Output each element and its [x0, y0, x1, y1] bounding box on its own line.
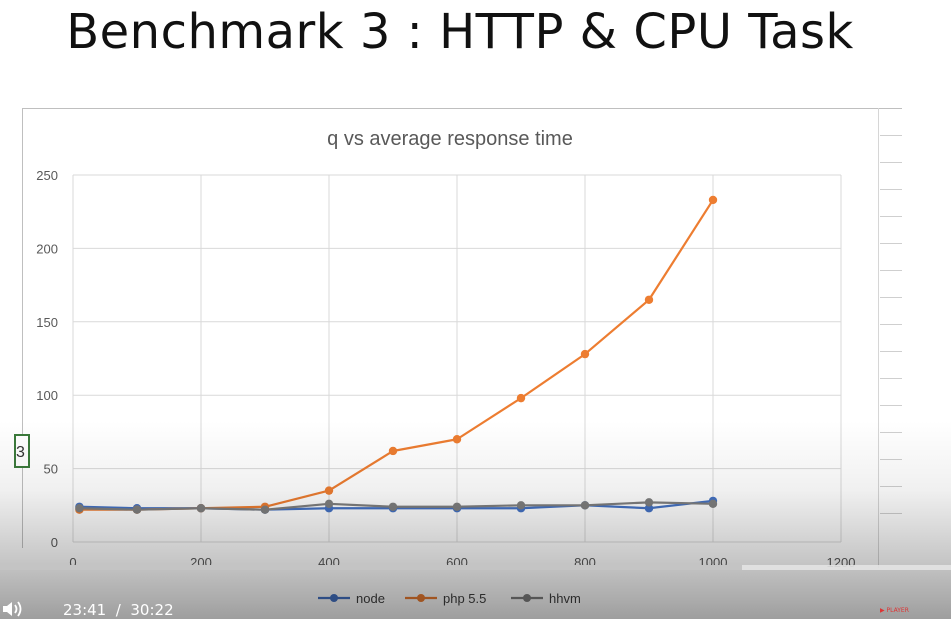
series-layer [75, 195, 718, 514]
data-point [708, 499, 718, 509]
progress-bar[interactable] [0, 565, 951, 570]
data-point [324, 486, 334, 495]
chart-title: q vs average response time [327, 128, 573, 150]
time-display: 23:41 / 30:22 [63, 601, 174, 619]
x-tick-label: 0 [69, 555, 76, 570]
legend-marker [330, 594, 338, 602]
time-separator: / [115, 601, 121, 619]
data-point [644, 498, 654, 507]
sheet-border-top [22, 108, 902, 109]
volume-icon[interactable] [2, 600, 28, 618]
y-tick-label: 250 [36, 168, 58, 183]
data-point [260, 505, 270, 514]
sheet-border-left [22, 108, 23, 548]
data-point [388, 446, 398, 456]
player-brand-logo: ▶ PLAYER [880, 607, 909, 614]
data-point [75, 504, 84, 513]
data-point [580, 349, 590, 359]
y-tick-label: 50 [44, 462, 58, 477]
progress-played [0, 565, 742, 570]
slide-title: Benchmark 3 : HTTP & CPU Task [66, 4, 854, 60]
y-tick-label: 150 [36, 315, 58, 330]
y-tick-label: 100 [36, 388, 58, 403]
sheet-column-line [878, 108, 879, 568]
legend-marker [417, 594, 425, 602]
data-point [132, 505, 142, 514]
data-point [516, 393, 526, 403]
data-point [452, 502, 462, 511]
duration: 30:22 [130, 601, 174, 619]
y-tick-label: 0 [51, 535, 58, 550]
data-point [452, 435, 462, 444]
selected-cell[interactable]: 3 [14, 434, 30, 468]
current-time: 23:41 [63, 601, 107, 619]
data-point [324, 499, 334, 509]
data-point [644, 504, 654, 513]
data-point [580, 501, 590, 510]
legend-marker [523, 594, 531, 602]
legend-label: node [356, 591, 385, 606]
data-point [388, 502, 398, 511]
data-point [644, 295, 654, 304]
legend-label: php 5.5 [443, 591, 486, 606]
data-point [708, 195, 718, 205]
legend-label: hhvm [549, 591, 581, 606]
chart-legend: node php 5.5 hhvm [318, 591, 581, 606]
spreadsheet-area [0, 108, 951, 619]
player-controls: 23:41 / 30:22 ▶ PLAYER [0, 598, 951, 619]
data-point [516, 501, 526, 510]
y-axis-ticks: 0 50 100 150 200 250 [36, 168, 58, 550]
chart-gridlines [72, 174, 842, 543]
series-line-php-5.5 [79, 199, 714, 511]
y-tick-label: 200 [36, 241, 58, 256]
data-point [196, 504, 206, 513]
